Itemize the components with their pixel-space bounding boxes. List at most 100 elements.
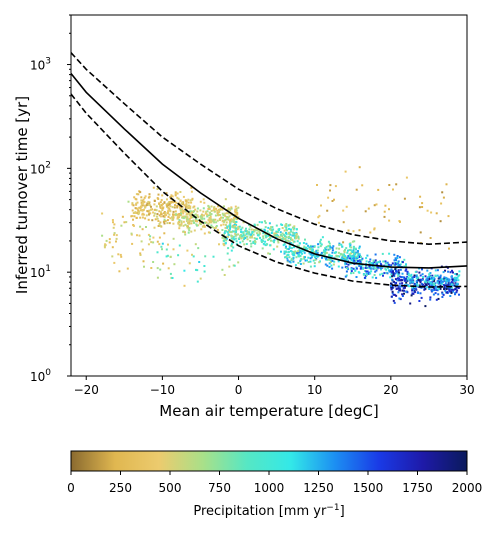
scatter-point bbox=[418, 300, 421, 302]
scatter-point bbox=[184, 210, 187, 213]
scatter-point bbox=[303, 245, 306, 248]
scatter-point bbox=[351, 250, 354, 253]
scatter-point bbox=[374, 259, 377, 262]
scatter-point bbox=[445, 288, 448, 290]
scatter-point bbox=[158, 236, 161, 239]
scatter-point bbox=[352, 249, 355, 252]
scatter-point bbox=[413, 276, 416, 278]
scatter-point bbox=[182, 217, 185, 220]
scatter-point bbox=[178, 227, 181, 230]
scatter-point bbox=[294, 234, 297, 237]
scatter-point bbox=[428, 273, 431, 276]
scatter-point bbox=[204, 212, 207, 215]
scatter-point bbox=[112, 221, 114, 224]
scatter-point bbox=[153, 212, 156, 215]
scatter-point bbox=[445, 276, 448, 279]
scatter-point bbox=[225, 239, 228, 242]
scatter-point bbox=[264, 232, 267, 235]
scatter-point bbox=[354, 253, 356, 256]
scatter-point bbox=[216, 219, 219, 222]
scatter-point bbox=[130, 215, 133, 218]
scatter-point bbox=[447, 282, 450, 285]
scatter-point bbox=[428, 278, 431, 280]
scatter-point bbox=[320, 204, 322, 207]
scatter-point bbox=[242, 221, 245, 224]
scatter-point bbox=[401, 276, 404, 279]
scatter-point bbox=[296, 252, 299, 255]
scatter-point bbox=[331, 247, 334, 249]
scatter-point bbox=[390, 287, 393, 290]
scatter-point bbox=[140, 240, 143, 243]
colorbar-tick-label: 2000 bbox=[452, 481, 483, 495]
scatter-point bbox=[292, 260, 295, 263]
scatter-points bbox=[101, 166, 461, 308]
scatter-point bbox=[227, 212, 230, 215]
scatter-point bbox=[365, 270, 368, 273]
scatter-point bbox=[369, 261, 372, 264]
scatter-point bbox=[160, 245, 163, 248]
scatter-point bbox=[103, 244, 106, 247]
scatter-point bbox=[395, 270, 398, 273]
scatter-point bbox=[186, 212, 189, 215]
scatter-point bbox=[428, 284, 431, 287]
scatter-point bbox=[421, 273, 424, 276]
scatter-point bbox=[426, 269, 429, 272]
scatter-point bbox=[431, 283, 434, 286]
scatter-point bbox=[388, 252, 391, 255]
scatter-point bbox=[298, 242, 301, 245]
scatter-point bbox=[211, 219, 214, 222]
scatter-point bbox=[365, 274, 368, 277]
scatter-point bbox=[431, 281, 434, 284]
scatter-point bbox=[439, 220, 442, 223]
scatter-point bbox=[392, 188, 394, 191]
scatter-point bbox=[360, 255, 362, 258]
scatter-point bbox=[386, 261, 389, 264]
scatter-point bbox=[442, 277, 445, 280]
scatter-point bbox=[217, 208, 220, 211]
scatter-point bbox=[329, 184, 332, 187]
scatter-point bbox=[313, 265, 316, 268]
scatter-point bbox=[445, 284, 448, 287]
scatter-point bbox=[436, 285, 439, 288]
scatter-point bbox=[338, 243, 341, 246]
scatter-point bbox=[113, 261, 116, 264]
scatter-point bbox=[326, 248, 329, 251]
scatter-point bbox=[208, 221, 211, 224]
scatter-point bbox=[401, 289, 404, 292]
scatter-point bbox=[255, 237, 258, 240]
scatter-point bbox=[251, 232, 254, 235]
scatter-point bbox=[267, 226, 270, 229]
scatter-point bbox=[235, 217, 238, 220]
scatter-point bbox=[391, 290, 394, 293]
scatter-point bbox=[444, 284, 446, 287]
scatter-point bbox=[138, 234, 141, 237]
scatter-point bbox=[228, 221, 231, 224]
scatter-point bbox=[394, 268, 397, 271]
scatter-point bbox=[266, 230, 269, 233]
scatter-point bbox=[113, 233, 116, 236]
scatter-point bbox=[169, 210, 172, 213]
scatter-point bbox=[379, 273, 382, 276]
scatter-point bbox=[274, 232, 277, 235]
scatter-point bbox=[264, 234, 267, 237]
scatter-point bbox=[318, 261, 321, 264]
scatter-point bbox=[250, 233, 252, 236]
scatter-point bbox=[154, 218, 157, 221]
scatter-point bbox=[455, 283, 458, 286]
scatter-point bbox=[341, 245, 344, 248]
scatter-point bbox=[260, 238, 263, 241]
scatter-point bbox=[226, 237, 228, 240]
scatter-point bbox=[224, 223, 227, 226]
y-axis-label: Inferred turnover time [yr] bbox=[13, 96, 31, 294]
scatter-point bbox=[384, 262, 387, 265]
scatter-point bbox=[389, 276, 392, 279]
scatter-point bbox=[344, 261, 347, 264]
scatter-point bbox=[433, 284, 436, 287]
scatter-point bbox=[190, 220, 193, 223]
scatter-point bbox=[181, 208, 184, 211]
scatter-point bbox=[352, 272, 355, 274]
scatter-point bbox=[300, 258, 302, 261]
scatter-point bbox=[391, 275, 394, 278]
scatter-point bbox=[398, 279, 401, 282]
scatter-point bbox=[118, 270, 121, 273]
